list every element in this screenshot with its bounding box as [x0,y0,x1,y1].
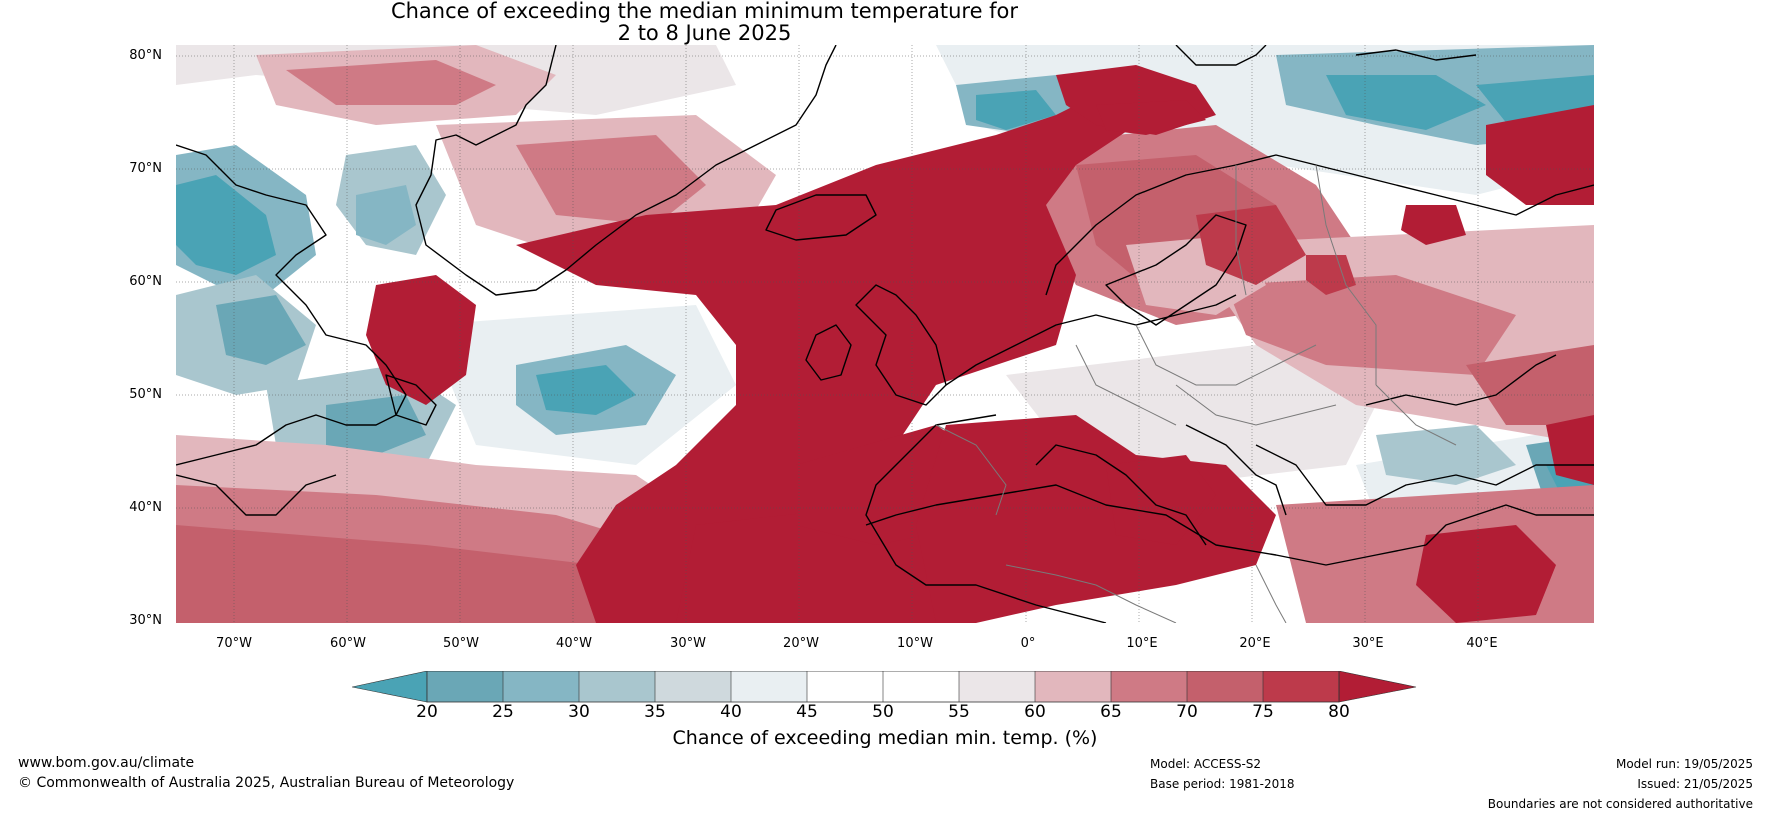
boundaries-disclaimer: Boundaries are not considered authoritat… [1487,797,1753,811]
lon-label-50w: 50°W [443,636,479,651]
issued-text: Issued: 21/05/2025 [1637,777,1753,791]
lat-label-30n: 30°N [129,613,162,628]
lon-label-30e: 30°E [1352,636,1384,651]
colorbar-tick-45: 45 [796,702,818,722]
colorbar-tick-35: 35 [644,702,666,722]
colorbar-bin-65-70 [1111,671,1187,702]
colorbar-tick-70: 70 [1176,702,1198,722]
website-text: www.bom.gov.au/climate [18,755,195,771]
colorbar-tick-25: 25 [492,702,514,722]
colorbar-extend-high [1338,670,1417,703]
model-run-text: Model run: 19/05/2025 [1615,757,1753,771]
colorbar-bin-75-80 [1263,671,1339,702]
colorbar-bin-45-50 [807,671,883,702]
colorbar-tick-60: 60 [1024,702,1046,722]
colorbar-bin-40-45 [731,671,807,702]
colorbar-tick-55: 55 [948,702,970,722]
lon-label-40e: 40°E [1466,636,1498,651]
lat-label-80n: 80°N [129,48,162,63]
map-title-line2: 2 to 8 June 2025 [617,21,792,45]
lon-label-40w: 40°W [556,636,592,651]
colorbar-tick-50: 50 [872,702,894,722]
colorbar-tick-40: 40 [720,702,742,722]
colorbar [351,670,1418,707]
colorbar-tick-80: 80 [1328,702,1350,722]
red-regions [366,65,1594,623]
colorbar-bin-70-75 [1187,671,1263,702]
colorbar-bin-50-55 [883,671,959,702]
lon-label-70w: 70°W [216,636,252,651]
colorbar-swatches [351,670,1417,703]
lon-label-60w: 60°W [330,636,366,651]
lon-label-20w: 20°W [783,636,819,651]
colorbar-tick-20: 20 [416,702,438,722]
colorbar-bin-60-65 [1035,671,1111,702]
lon-label-20e: 20°E [1239,636,1271,651]
lat-label-40n: 40°N [129,500,162,515]
lat-label-50n: 50°N [129,387,162,402]
lon-label-0: 0° [1020,636,1036,651]
colorbar-bin-30-35 [579,671,655,702]
colorbar-dividers [502,671,1264,702]
map-canvas [176,45,1594,623]
lat-label-70n: 70°N [129,161,162,176]
graticule [176,45,1594,623]
copyright-text: © Commonwealth of Australia 2025, Austra… [18,775,515,791]
model-text: Model: ACCESS-S2 [1150,757,1262,771]
colorbar-tick-65: 65 [1100,702,1122,722]
lat-label-60n: 60°N [129,274,162,289]
probability-map [176,45,1594,623]
colorbar-label: Chance of exceeding median min. temp. (%… [672,727,1098,749]
colorbar-bin-55-60 [959,671,1035,702]
coastlines [176,45,1594,623]
colorbar-extend-low [351,670,428,703]
pink-regions [176,45,1594,623]
country-borders [935,164,1457,623]
colorbar-bin-20-25 [427,671,503,702]
lon-label-10w: 10°W [897,636,933,651]
lon-label-30w: 30°W [670,636,706,651]
colorbar-bin-35-40 [655,671,731,702]
base-period-text: Base period: 1981-2018 [1150,777,1295,791]
map-title-line1: Chance of exceeding the median minimum t… [390,0,1019,23]
colorbar-tick-75: 75 [1252,702,1274,722]
colorbar-tick-30: 30 [568,702,590,722]
lon-label-10e: 10°E [1126,636,1158,651]
colorbar-bin-25-30 [503,671,579,702]
